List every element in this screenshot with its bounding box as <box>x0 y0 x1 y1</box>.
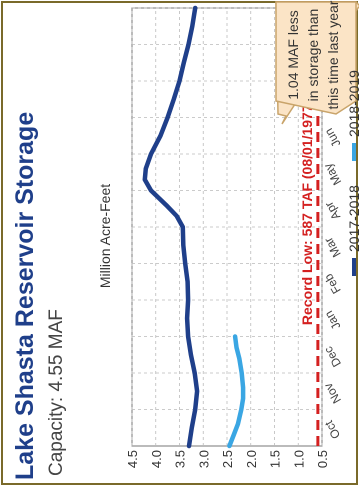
y-tick-label: 3.5 <box>173 450 188 468</box>
y-tick-label: 4.0 <box>149 450 164 468</box>
annotation-line: this time last year <box>325 0 341 109</box>
record-low-label: Record Low: 587 TAF (08/01/1977) <box>299 100 315 325</box>
y-tick-label: 2.5 <box>220 450 235 468</box>
y-tick-label: 1.0 <box>291 450 306 468</box>
annotation-line: 1.04 MAF less <box>285 10 301 99</box>
chart-title: Lake Shasta Reservoir Storage <box>11 112 39 480</box>
series-line <box>227 334 246 449</box>
y-tick-label: 0.5 <box>315 450 330 468</box>
legend-label: 2017-2018 <box>346 185 359 252</box>
annotation-line: in storage than <box>305 9 321 102</box>
legend-label: 2018-2019 <box>346 70 359 137</box>
series-line <box>142 5 200 449</box>
annotation-callout <box>275 1 357 115</box>
y-tick-label: 4.5 <box>125 450 140 468</box>
y-axis-label: Million Acre-Feet <box>97 184 113 288</box>
y-tick-label: 3.0 <box>196 450 211 468</box>
chart-subtitle: Capacity: 4.55 MAF <box>46 309 67 476</box>
y-tick-label: 2.0 <box>244 450 259 468</box>
y-tick-label: 1.5 <box>268 450 283 468</box>
